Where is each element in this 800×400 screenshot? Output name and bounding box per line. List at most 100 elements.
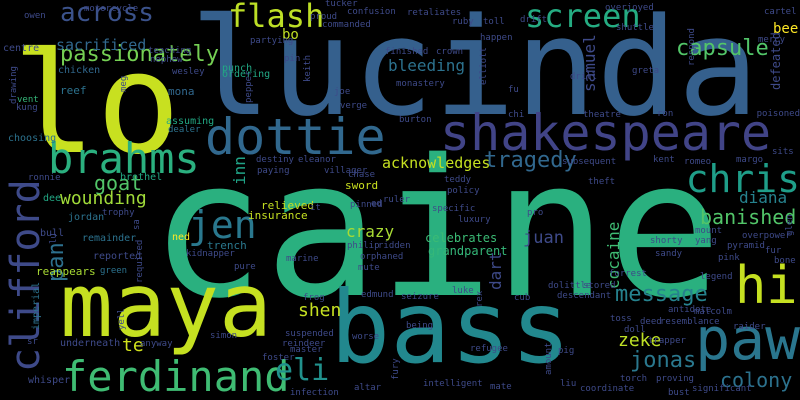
- cloud-word-fury: fury: [391, 358, 401, 380]
- cloud-word-partying: partying: [250, 36, 294, 46]
- cloud-word-sa: sa: [132, 219, 142, 230]
- cloud-word-toll: toll: [483, 17, 505, 27]
- cloud-word-banished: banished: [700, 205, 797, 229]
- cloud-word-glen: glen: [785, 214, 795, 236]
- cloud-word-marine: marine: [286, 254, 319, 264]
- cloud-word-mute: mute: [358, 263, 380, 273]
- cloud-word-hi: hi: [735, 256, 798, 316]
- cloud-word-overjoyed: overjoyed: [605, 3, 654, 13]
- cloud-word-trapper: trapper: [648, 336, 686, 346]
- cloud-word-cartel: cartel: [764, 7, 797, 17]
- cloud-word-centre: centre: [3, 43, 40, 54]
- cloud-word-reindeer: reindeer: [282, 339, 326, 349]
- cloud-word-destiny: destiny: [256, 155, 294, 165]
- cloud-word-suspended: suspended: [285, 329, 334, 339]
- cloud-word-legend: legend: [700, 272, 733, 282]
- cloud-word-subsequent: subsequent: [562, 157, 617, 167]
- cloud-word-bone: bone: [774, 256, 796, 266]
- cloud-word-maya: maya: [60, 254, 272, 357]
- cloud-word-elliott: elliott: [479, 47, 489, 85]
- cloud-word-it: it: [310, 203, 321, 213]
- cloud-word-happen: happen: [480, 33, 513, 43]
- cloud-word-pin: pin: [284, 54, 301, 64]
- cloud-word-foster: foster: [262, 353, 295, 363]
- cloud-word-commanded: commanded: [322, 20, 371, 30]
- cloud-word-villager: villager: [324, 166, 368, 176]
- cloud-word-ruby: ruby: [452, 17, 474, 27]
- cloud-word-sandy: sandy: [655, 249, 683, 259]
- cloud-word-te: te: [122, 335, 144, 356]
- cloud-word-choosing: choosing: [8, 133, 57, 144]
- cloud-word-mercy: mercy: [758, 35, 786, 45]
- cloud-word-dolittle: dolittle: [548, 281, 592, 291]
- cloud-word-acknowledges: acknowledges: [382, 154, 491, 172]
- cloud-word-bleeding: bleeding: [388, 56, 466, 75]
- cloud-word-screen: screen: [525, 0, 641, 35]
- cloud-word-dealer: dealer: [168, 125, 201, 135]
- cloud-word-drift: drift: [520, 15, 548, 25]
- cloud-word-liu: liu: [560, 379, 577, 389]
- cloud-word-insurance: insurance: [248, 209, 308, 222]
- cloud-word-pig: pig: [558, 346, 575, 356]
- cloud-word-dee: dee: [43, 193, 62, 204]
- cloud-word-brahms: brahms: [48, 134, 200, 183]
- cloud-word-shakespeare: shakespeare: [440, 104, 772, 162]
- cloud-word-samuel: samuel: [580, 34, 599, 92]
- cloud-word-stored: stored: [583, 281, 616, 291]
- cloud-word-pepper: pepper: [244, 70, 254, 103]
- cloud-word-caine: caine: [150, 119, 722, 340]
- cloud-word-coordinate: coordinate: [580, 384, 635, 394]
- cloud-word-proving: proving: [656, 374, 694, 384]
- cloud-word-ronnie: ronnie: [28, 173, 61, 183]
- cloud-word-yang: yang: [695, 236, 717, 246]
- cloud-word-ordering: ordering: [222, 69, 271, 80]
- cloud-word-assuming: assuming: [166, 116, 215, 127]
- cloud-word-ned: ned: [172, 232, 191, 243]
- cloud-word-defeated: defeated: [769, 32, 783, 90]
- cloud-word-reappears: reappears: [36, 265, 96, 278]
- cloud-word-drill: drill: [570, 72, 598, 82]
- cloud-word-celebrates: celebrates: [425, 231, 498, 245]
- cloud-word-nephew: nephew: [150, 55, 183, 65]
- cloud-word-keith: keith: [303, 54, 313, 82]
- cloud-word-flash: flash: [228, 0, 325, 35]
- cloud-word-paying: paying: [257, 166, 290, 176]
- cloud-word-motorcycle: motorcycle: [84, 4, 139, 14]
- cloud-word-worse: worse: [352, 332, 380, 342]
- cloud-word-required: required: [135, 239, 145, 283]
- cloud-word-torch: torch: [620, 374, 648, 384]
- cloud-word-specific: specific: [432, 204, 476, 214]
- cloud-word-trench: trench: [207, 239, 247, 252]
- cloud-word-shorty: shorty: [650, 236, 683, 246]
- cloud-word-brothel: brothel: [120, 172, 163, 183]
- cloud-word-simon: simon: [210, 331, 238, 341]
- cloud-word-infection: infection: [290, 388, 339, 398]
- cloud-word-cub: cub: [514, 293, 531, 303]
- cloud-word-finished: finished: [385, 47, 429, 57]
- cloud-word-pyramid: pyramid: [727, 241, 765, 251]
- cloud-word-joe: joe: [334, 87, 351, 97]
- cloud-word-malcolm: malcolm: [694, 307, 732, 317]
- cloud-word-lu: lu: [49, 233, 59, 244]
- cloud-word-toss: toss: [610, 314, 632, 324]
- cloud-word-juan: juan: [523, 228, 564, 248]
- cloud-word-dottie: dottie: [205, 108, 386, 166]
- cloud-word-ruler: ruler: [383, 195, 411, 205]
- cloud-word-jonas: jonas: [630, 348, 697, 373]
- cloud-word-across: across: [60, 0, 154, 28]
- cloud-word-eleanor: eleanor: [298, 155, 336, 165]
- cloud-word-owen: owen: [24, 11, 46, 21]
- cloud-word-refugee: refugee: [470, 344, 508, 354]
- cloud-word-bull: bull: [40, 228, 65, 239]
- cloud-word-imperial: imperial: [31, 281, 42, 330]
- cloud-word-seizure: seizure: [401, 292, 439, 302]
- cloud-word-doll: doll: [624, 325, 646, 335]
- cloud-word-grandparent: grandparent: [428, 244, 508, 258]
- cloud-word-relieved: relieved: [261, 199, 314, 212]
- cloud-word-monastery: monastery: [396, 79, 445, 89]
- cloud-word-rex: rex: [475, 290, 485, 307]
- cloud-word-retaliates: retaliates: [407, 8, 462, 18]
- cloud-word-master: master: [290, 345, 323, 355]
- cloud-word-reef: reef: [60, 84, 87, 97]
- cloud-word-mate: mate: [490, 382, 512, 392]
